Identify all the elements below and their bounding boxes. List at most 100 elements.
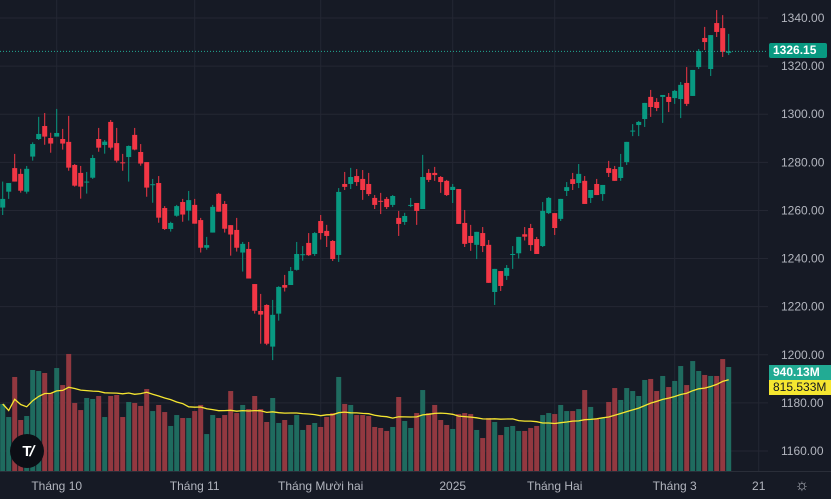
volume-bar: [330, 413, 336, 471]
candle-up: [402, 215, 408, 222]
candle-down: [714, 23, 720, 32]
volume-bar: [588, 406, 594, 471]
candle-down: [318, 221, 324, 234]
volume-bar: [654, 391, 660, 471]
candle-down: [156, 183, 162, 218]
candle-up: [240, 243, 246, 253]
candle-down: [228, 225, 234, 235]
volume-bar: [444, 424, 450, 471]
price-tick-label: 1340.00: [781, 11, 825, 25]
volume-bar: [594, 419, 600, 471]
candle-up: [348, 177, 354, 184]
candle-up: [660, 94, 666, 97]
candle-down: [246, 248, 252, 279]
candle-down: [18, 173, 24, 191]
candle-down: [138, 151, 144, 164]
last-price-label: 1326.15: [769, 43, 827, 58]
volume-bar: [168, 425, 174, 471]
tradingview-logo-icon[interactable]: T /: [10, 434, 44, 468]
volume-bar: [612, 388, 618, 471]
price-tick-label: 1180.00: [781, 396, 824, 410]
candle-down: [528, 228, 534, 246]
volume-bar: [486, 418, 492, 471]
candle-up: [678, 84, 684, 100]
volume-bar: [144, 389, 150, 471]
candle-down: [306, 242, 312, 256]
volume-bar: [282, 420, 288, 471]
volume-bar: [102, 417, 108, 471]
candle-up: [516, 236, 522, 254]
volume-bar: [60, 385, 66, 471]
candle-down: [42, 126, 48, 137]
volume-bar: [636, 396, 642, 471]
volume-bar: [558, 404, 564, 471]
volume-ma-line: [2, 379, 729, 425]
candle-down: [438, 177, 444, 183]
candle-up: [336, 191, 342, 255]
volume-bar: [6, 417, 12, 471]
volume-bar: [180, 418, 186, 471]
volume-bar: [36, 371, 42, 471]
candle-down: [258, 310, 264, 315]
volume-bar: [318, 426, 324, 471]
candle-down: [684, 82, 690, 104]
candle-down: [498, 271, 504, 286]
candle-down: [570, 179, 576, 184]
volume-bar: [396, 396, 402, 471]
volume-bar: [474, 429, 480, 471]
candle-down: [216, 193, 222, 212]
volume-bar: [582, 390, 588, 471]
volume-bar: [150, 411, 156, 471]
candle-down: [552, 213, 558, 229]
volume-bar: [516, 430, 522, 471]
volume-bar: [714, 375, 720, 471]
candle-down: [330, 240, 336, 260]
volume-bar: [354, 415, 360, 471]
volume-bar: [234, 413, 240, 471]
candle-up: [690, 69, 696, 96]
candle-up: [6, 183, 12, 192]
time-tick-label: Tháng Mười hai: [278, 479, 363, 493]
volume-bar: [138, 405, 144, 471]
price-tick-label: 1220.00: [781, 300, 825, 314]
price-tick-label: 1320.00: [781, 59, 825, 73]
gear-icon[interactable]: ☼: [794, 477, 810, 494]
volume-bar: [552, 414, 558, 471]
candle-up: [84, 181, 90, 183]
volume-bar: [450, 428, 456, 471]
volume-bar: [570, 411, 576, 471]
volume-bar: [108, 396, 114, 471]
price-axis[interactable]: 1340.00 1320.00 1300.00 1280.00 1260.00 1240.…: [781, 11, 825, 458]
volume-bar: [306, 424, 312, 471]
volume-bar: [276, 422, 282, 471]
volume-bar: [240, 404, 246, 471]
volume-bar: [48, 393, 54, 471]
candle-up: [672, 90, 678, 99]
volume-bar: [690, 361, 696, 471]
candle-up: [204, 245, 210, 248]
volume-bar: [600, 418, 606, 471]
candle-up: [270, 314, 276, 347]
time-tick-label: 2025: [439, 479, 466, 493]
candle-down: [720, 28, 726, 52]
candle-up: [636, 121, 642, 126]
candle-up: [24, 168, 30, 192]
volume-bar: [708, 375, 714, 471]
candle-down: [12, 168, 18, 182]
candle-down: [264, 304, 270, 344]
volume-bar: [42, 372, 48, 471]
volume-bar: [696, 371, 702, 471]
time-tick-label: Tháng Hai: [527, 479, 582, 493]
candle-down: [162, 208, 168, 229]
time-axis[interactable]: Tháng 10 Tháng 11 Tháng Mười hai 2025 Tháng …: [31, 479, 765, 493]
volume-bar: [342, 403, 348, 471]
candle-down: [78, 172, 84, 187]
candle-up: [420, 177, 426, 210]
candle-up: [0, 198, 6, 208]
volume-bar: [252, 396, 258, 471]
volume-bar: [336, 376, 342, 471]
candle-up: [504, 267, 510, 276]
candle-up: [150, 184, 156, 186]
candle-down: [612, 169, 618, 181]
